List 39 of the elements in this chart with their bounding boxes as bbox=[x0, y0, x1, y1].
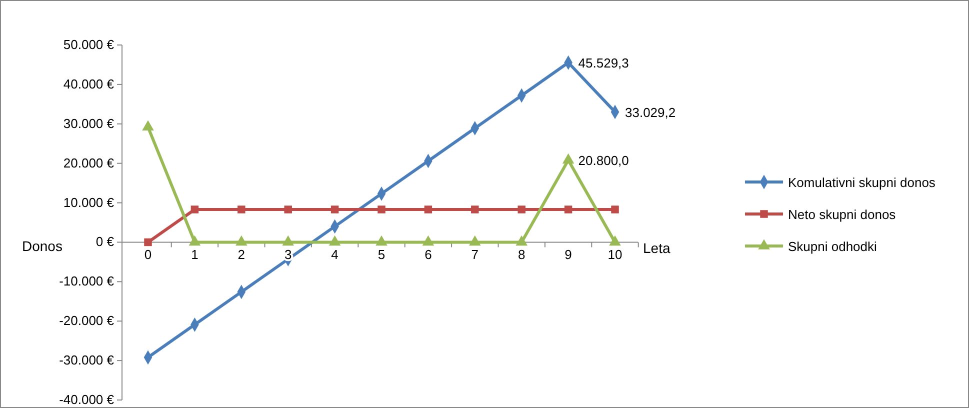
x-tick-label: 2 bbox=[238, 247, 246, 262]
y-tick-label: -40.000 € bbox=[59, 392, 115, 407]
x-tick-label: 5 bbox=[378, 247, 386, 262]
point bbox=[330, 206, 339, 214]
legend-label: Komulativni skupni donos bbox=[788, 175, 936, 190]
y-tick-label: 20.000 € bbox=[63, 155, 115, 170]
legend-label: Neto skupni donos bbox=[788, 207, 896, 222]
y-tick-label: -20.000 € bbox=[59, 313, 115, 328]
point bbox=[190, 206, 199, 214]
point bbox=[564, 206, 572, 214]
point bbox=[471, 206, 479, 214]
y-tick-label: -30.000 € bbox=[59, 352, 115, 368]
x-tick-label: 10 bbox=[608, 247, 622, 262]
point bbox=[518, 206, 526, 214]
x-tick-label: 0 bbox=[144, 247, 152, 262]
x-tick-label: 8 bbox=[518, 247, 526, 262]
data-label: 20.800,0 bbox=[578, 153, 629, 168]
y-tick-label: 40.000 € bbox=[63, 76, 115, 92]
legend-label: Skupni odhodki bbox=[788, 239, 878, 254]
y-axis-title: Donos bbox=[22, 238, 62, 254]
x-tick-label: 4 bbox=[331, 247, 338, 262]
point bbox=[284, 206, 292, 214]
point bbox=[144, 238, 152, 246]
x-tick-label: 6 bbox=[424, 247, 432, 262]
data-label: 33.029,2 bbox=[625, 104, 676, 120]
x-axis-title: Leta bbox=[643, 240, 670, 256]
point bbox=[238, 206, 246, 214]
point bbox=[424, 206, 432, 214]
point bbox=[611, 206, 619, 214]
x-tick-label: 1 bbox=[191, 247, 198, 262]
point bbox=[378, 206, 386, 214]
y-tick-label: 30.000 € bbox=[63, 116, 115, 131]
y-tick-label: -10.000 € bbox=[59, 274, 115, 289]
y-tick-label: 50.000 € bbox=[63, 37, 115, 52]
data-label: 45.529,3 bbox=[578, 56, 629, 71]
x-tick-label: 7 bbox=[471, 247, 479, 262]
x-tick-label: 9 bbox=[564, 247, 572, 262]
y-tick-label: 10.000 € bbox=[63, 194, 115, 210]
y-tick-label: 0 € bbox=[96, 234, 115, 250]
